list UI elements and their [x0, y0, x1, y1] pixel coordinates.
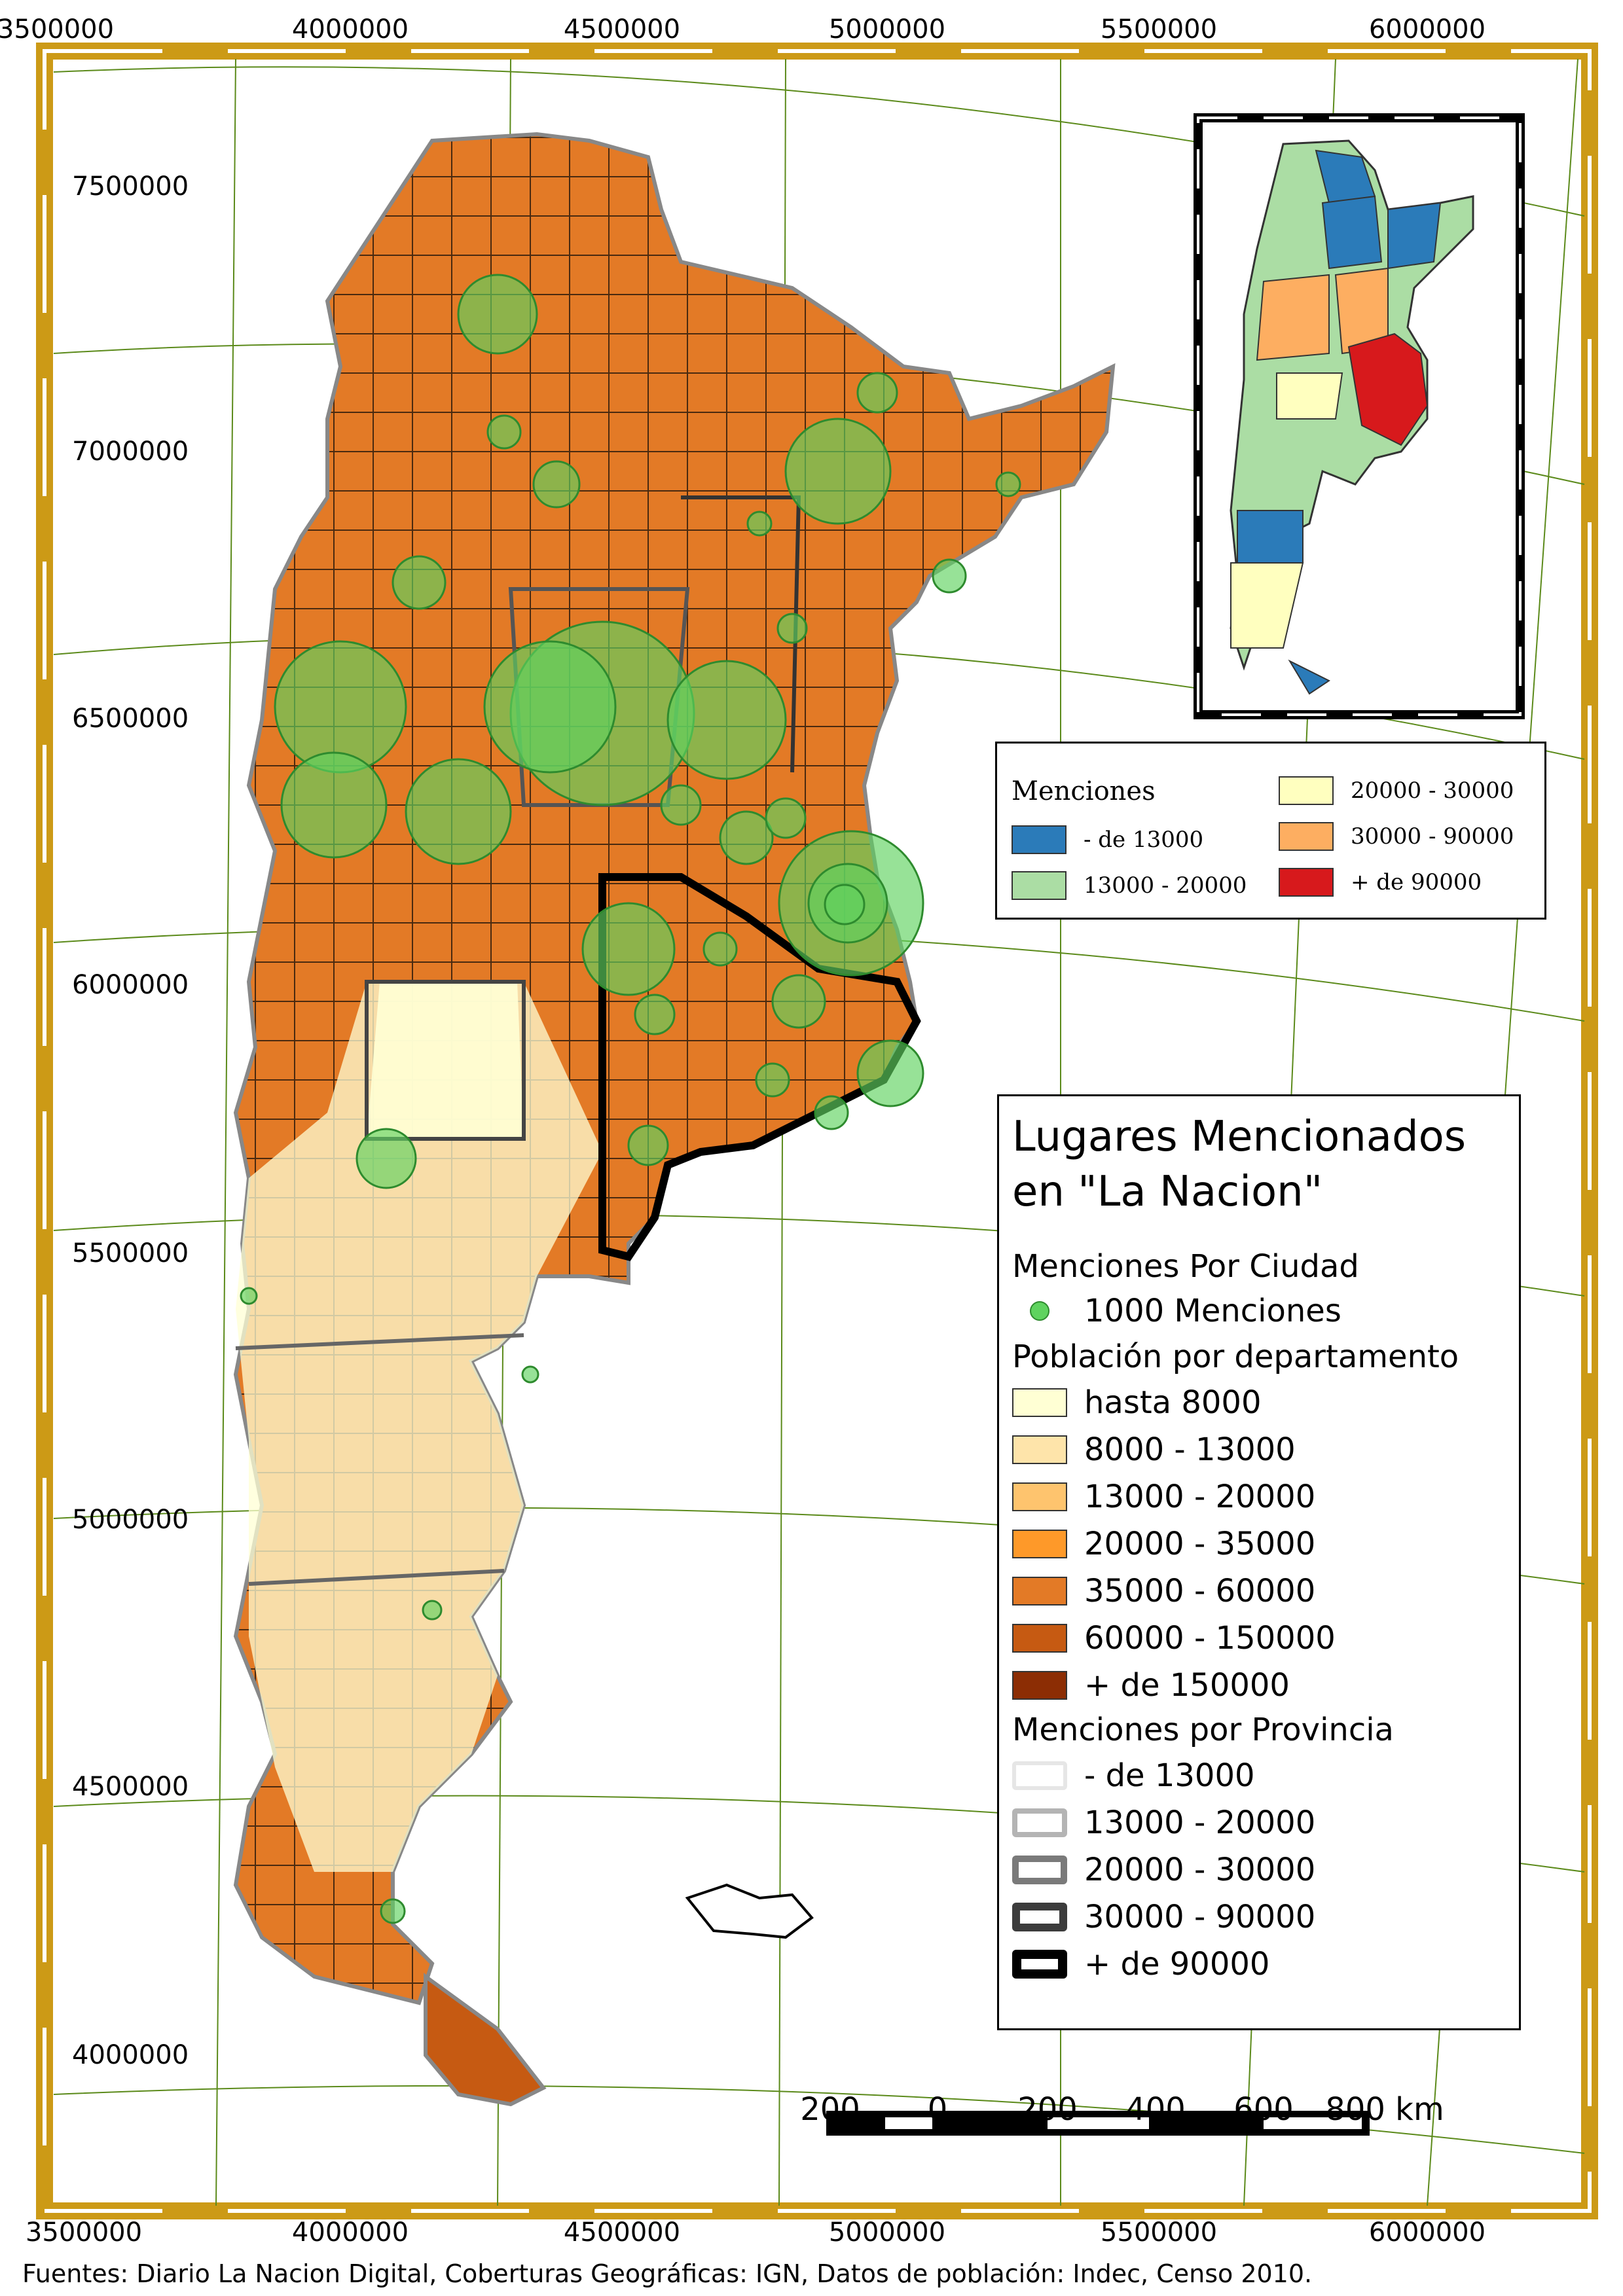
- y-tick: 5000000: [72, 1505, 189, 1535]
- scale-label: 600: [1233, 2091, 1294, 2128]
- x-tick: 3500000: [25, 2217, 143, 2248]
- population-label: 8000 - 13000: [1084, 1431, 1296, 1468]
- y-tick: 4500000: [72, 1772, 189, 1802]
- inset-legend-item: + de 90000: [1279, 868, 1482, 897]
- legend-population-item: hasta 8000: [1012, 1384, 1262, 1421]
- scale-bar: [826, 2111, 1370, 2136]
- inset-legend-label: - de 13000: [1084, 827, 1204, 853]
- legend-population-item: + de 150000: [1012, 1667, 1290, 1704]
- legend-population-item: 60000 - 150000: [1012, 1620, 1336, 1657]
- population-swatch: [1012, 1530, 1067, 1558]
- inset-legend: Menciones - de 13000 13000 - 20000 20000…: [995, 742, 1546, 920]
- legend-province-item: 30000 - 90000: [1012, 1899, 1315, 1935]
- legend-population-item: 13000 - 20000: [1012, 1479, 1315, 1515]
- province-label: + de 90000: [1084, 1946, 1270, 1982]
- y-tick: 6500000: [72, 704, 189, 734]
- inset-legend-label: 20000 - 30000: [1351, 778, 1514, 804]
- province-label: 30000 - 90000: [1084, 1899, 1316, 1935]
- population-swatch: [1012, 1624, 1067, 1653]
- population-swatch: [1012, 1577, 1067, 1605]
- map-frame: [36, 43, 1598, 2219]
- inset-legend-item: 30000 - 90000: [1279, 822, 1514, 851]
- legend-title-line2: en "La Nacion": [1012, 1168, 1323, 1216]
- legend-city-label: 1000 Menciones: [1084, 1293, 1341, 1329]
- source-footer: Fuentes: Diario La Nacion Digital, Cober…: [22, 2259, 1313, 2288]
- population-label: hasta 8000: [1084, 1384, 1262, 1421]
- population-label: 20000 - 35000: [1084, 1526, 1316, 1562]
- x-tick: 6000000: [1368, 14, 1486, 45]
- y-tick: 5500000: [72, 1238, 189, 1268]
- x-tick: 5000000: [828, 14, 946, 45]
- x-tick: 5000000: [828, 2217, 946, 2248]
- population-swatch: [1012, 1671, 1067, 1700]
- population-label: 60000 - 150000: [1084, 1620, 1336, 1657]
- inset-swatch: [1279, 822, 1334, 851]
- population-label: 13000 - 20000: [1084, 1479, 1316, 1515]
- inset-legend-item: 20000 - 30000: [1279, 776, 1514, 805]
- legend-province-item: 13000 - 20000: [1012, 1804, 1315, 1841]
- inset-swatch: [1279, 868, 1334, 897]
- inset-legend-item: 13000 - 20000: [1012, 871, 1247, 900]
- scale-label: 800 km: [1325, 2091, 1444, 2128]
- province-label: 20000 - 30000: [1084, 1852, 1316, 1888]
- inset-map: [1194, 113, 1525, 719]
- province-swatch: [1012, 1903, 1067, 1931]
- legend-section-population: Población por departamento: [1012, 1338, 1459, 1375]
- x-tick: 5500000: [1100, 14, 1218, 45]
- province-swatch: [1012, 1856, 1067, 1884]
- legend-city-item: 1000 Menciones: [1012, 1293, 1341, 1329]
- main-legend: Lugares Mencionados en "La Nacion" Menci…: [997, 1094, 1521, 2030]
- x-tick: 5500000: [1100, 2217, 1218, 2248]
- legend-section-city: Menciones Por Ciudad: [1012, 1248, 1359, 1285]
- x-tick: 4000000: [291, 14, 409, 45]
- y-tick: 6000000: [72, 970, 189, 1000]
- scale-label: 200: [800, 2091, 860, 2128]
- legend-population-item: 20000 - 35000: [1012, 1526, 1315, 1562]
- population-swatch: [1012, 1388, 1067, 1417]
- inset-swatch: [1012, 871, 1067, 900]
- legend-province-item: - de 13000: [1012, 1757, 1255, 1794]
- inset-legend-item: - de 13000: [1012, 825, 1203, 854]
- argentina-departments: [233, 132, 1116, 2107]
- province-label: - de 13000: [1084, 1757, 1255, 1794]
- inset-legend-label: + de 90000: [1351, 869, 1482, 895]
- scale-label: 200: [1017, 2091, 1078, 2128]
- mention-circles: [240, 274, 1021, 1924]
- legend-city-symbol: [1012, 1301, 1067, 1321]
- province-swatch: [1012, 1761, 1067, 1790]
- legend-title-line1: Lugares Mencionados: [1012, 1113, 1467, 1161]
- inset-swatch: [1012, 825, 1067, 854]
- y-tick: 4000000: [72, 2040, 189, 2070]
- province-swatch: [1012, 1808, 1067, 1837]
- population-swatch: [1012, 1482, 1067, 1511]
- inset-swatch: [1279, 776, 1334, 805]
- x-tick: 3500000: [0, 14, 115, 45]
- inset-legend-label: 30000 - 90000: [1351, 823, 1514, 850]
- legend-population-item: 35000 - 60000: [1012, 1573, 1315, 1609]
- legend-province-item: 20000 - 30000: [1012, 1852, 1315, 1888]
- province-swatch: [1012, 1950, 1067, 1979]
- legend-section-province: Menciones por Provincia: [1012, 1712, 1394, 1748]
- inset-legend-title: Menciones: [1012, 776, 1156, 806]
- x-tick: 4000000: [291, 2217, 409, 2248]
- population-label: + de 150000: [1084, 1667, 1290, 1704]
- population-swatch: [1012, 1435, 1067, 1464]
- legend-province-item: + de 90000: [1012, 1946, 1269, 1982]
- legend-title: Lugares Mencionados en "La Nacion": [1012, 1109, 1466, 1219]
- province-label: 13000 - 20000: [1084, 1804, 1316, 1841]
- legend-population-item: 8000 - 13000: [1012, 1431, 1296, 1468]
- y-tick: 7000000: [72, 437, 189, 467]
- scale-label: 0: [927, 2091, 948, 2128]
- x-tick: 4500000: [563, 14, 681, 45]
- scale-label: 400: [1125, 2091, 1186, 2128]
- y-tick: 7500000: [72, 171, 189, 202]
- x-tick: 6000000: [1368, 2217, 1486, 2248]
- inset-legend-label: 13000 - 20000: [1084, 872, 1247, 899]
- population-label: 35000 - 60000: [1084, 1573, 1316, 1609]
- x-tick: 4500000: [563, 2217, 681, 2248]
